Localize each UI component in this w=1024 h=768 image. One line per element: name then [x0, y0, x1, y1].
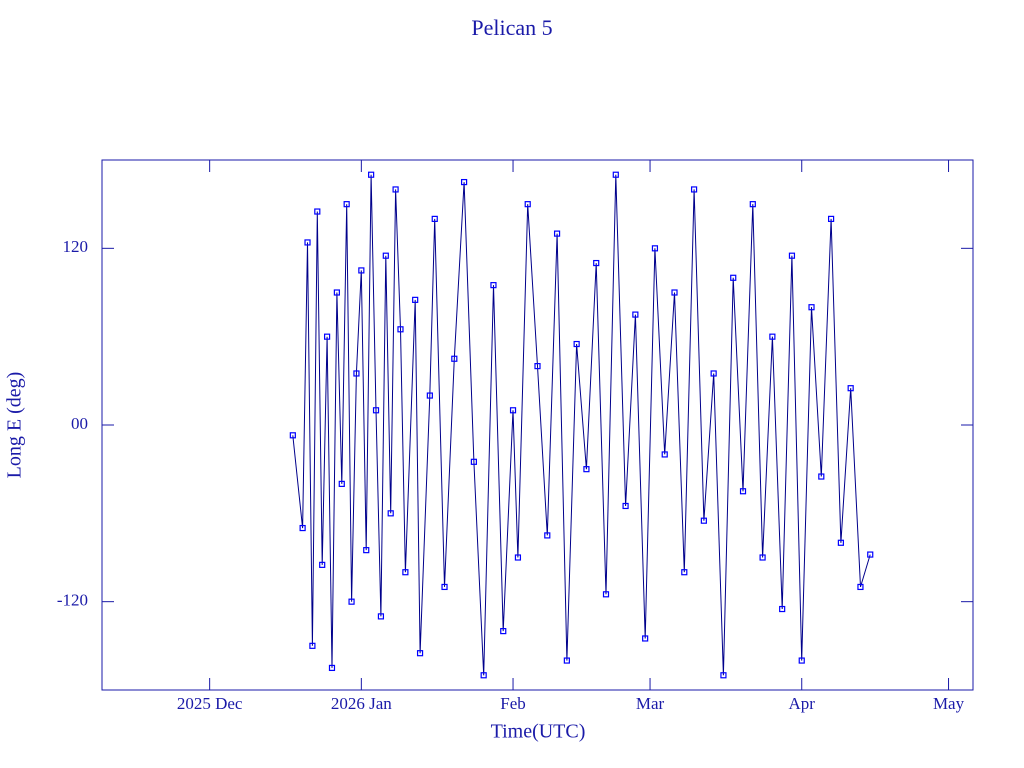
data-point — [661, 451, 668, 458]
data-point — [368, 171, 375, 178]
data-point — [470, 458, 477, 465]
data-point — [612, 171, 619, 178]
data-point — [397, 326, 404, 333]
data-point — [363, 547, 370, 554]
data-point — [837, 539, 844, 546]
data-point — [490, 282, 497, 289]
data-point — [867, 551, 874, 558]
data-line — [292, 174, 871, 676]
data-point — [524, 201, 531, 208]
data-point — [426, 392, 433, 399]
data-point — [769, 333, 776, 340]
x-tick-label: 2025 Dec — [177, 694, 243, 713]
data-point — [514, 554, 522, 561]
x-tick-label: Apr — [789, 694, 816, 713]
data-point — [622, 502, 629, 510]
data-point — [651, 245, 659, 252]
x-tick-label: 2026 Jan — [331, 694, 392, 713]
data-point — [412, 296, 419, 303]
data-point — [553, 230, 561, 237]
chart-title: Pelican 5 — [471, 15, 552, 40]
y-tick-label: 120 — [63, 237, 89, 256]
data-point — [700, 517, 707, 524]
data-point — [563, 657, 570, 664]
data-point — [749, 201, 756, 208]
data-point — [710, 370, 717, 377]
data-point — [343, 201, 350, 208]
data-point — [353, 370, 360, 377]
x-tick-label: May — [933, 694, 965, 713]
data-point — [593, 259, 600, 267]
data-point — [544, 532, 551, 539]
data-point — [798, 657, 805, 664]
data-point — [333, 289, 340, 296]
data-point — [818, 473, 825, 480]
y-tick-label: -120 — [57, 591, 88, 610]
data-point — [681, 569, 688, 576]
data-point — [847, 385, 854, 392]
data-point — [431, 215, 438, 222]
data-point — [534, 363, 541, 370]
data-point — [289, 432, 296, 439]
data-point — [319, 561, 326, 568]
data-point — [759, 554, 766, 561]
data-point — [583, 466, 590, 473]
data-point — [602, 591, 610, 598]
y-axis-label: Long E (deg) — [4, 372, 26, 479]
plot-frame — [101, 159, 974, 691]
data-point — [642, 635, 649, 642]
data-point — [500, 628, 507, 635]
data-point — [739, 488, 747, 495]
data-point — [328, 664, 336, 672]
data-point — [382, 252, 389, 259]
data-point — [323, 333, 331, 340]
x-axis-label: Time(UTC) — [491, 721, 586, 743]
data-point — [314, 208, 321, 215]
data-point — [671, 289, 678, 296]
data-point — [392, 186, 399, 193]
data-point — [788, 252, 796, 259]
data-point — [808, 304, 815, 311]
x-tick-label: Feb — [500, 694, 526, 713]
data-point — [348, 598, 355, 605]
data-point — [632, 311, 639, 318]
data-point — [779, 605, 786, 613]
data-point — [857, 583, 864, 591]
data-point — [338, 480, 345, 487]
data-point — [377, 613, 385, 620]
data-point — [441, 583, 448, 591]
data-point — [387, 510, 394, 517]
data-point — [690, 186, 698, 193]
data-point — [372, 407, 380, 414]
data-point — [299, 524, 306, 532]
data-point — [451, 355, 458, 362]
data-point — [720, 672, 727, 679]
data-point — [573, 340, 580, 348]
data-point — [730, 274, 737, 281]
y-tick-label: 00 — [71, 414, 88, 433]
x-tick-label: Mar — [636, 694, 665, 713]
data-point — [358, 267, 365, 274]
data-point — [304, 239, 311, 246]
data-point — [309, 642, 316, 649]
data-point — [461, 178, 468, 186]
data-point — [509, 407, 517, 414]
data-point — [827, 215, 835, 222]
data-point — [416, 650, 424, 657]
data-point — [480, 672, 487, 679]
data-point — [402, 569, 409, 576]
